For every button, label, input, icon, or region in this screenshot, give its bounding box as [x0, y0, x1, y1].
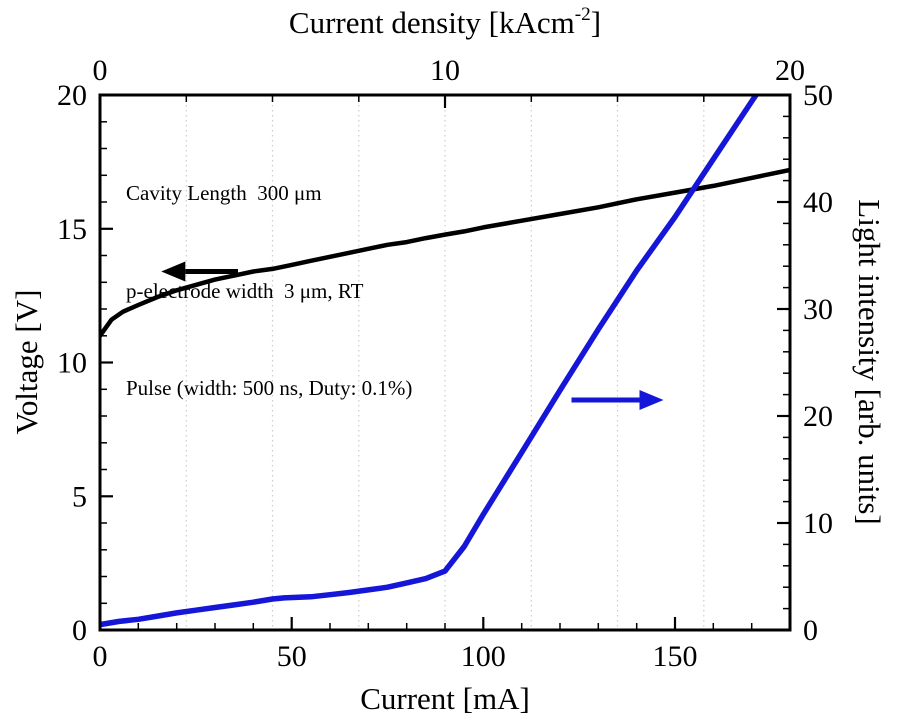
tick-label: 10: [57, 347, 87, 380]
tick-label: 50: [277, 640, 307, 673]
tick-label: 15: [57, 213, 87, 246]
light-vs-current-curve: [100, 95, 760, 628]
tick-label: 20: [803, 400, 833, 433]
annotation-line-cavity-length: Cavity Length 300 μm: [126, 181, 322, 206]
top-axis-title-text: Current density [kAcm: [288, 5, 575, 40]
left-axis-title: Voltage [V]: [9, 289, 44, 435]
tick-label: 5: [72, 480, 87, 513]
top-axis-title-bracket: ]: [590, 5, 602, 40]
tick-label: 0: [72, 614, 87, 647]
tick-label: 40: [803, 186, 833, 219]
right-axis-title: Light intensity [arb. units]: [852, 199, 887, 525]
tick-label: 10: [430, 54, 460, 87]
tick-label: 0: [93, 640, 108, 673]
tick-label: 50: [803, 79, 833, 112]
annotation-block: Cavity Length 300 μm p-electrode width 3…: [126, 112, 412, 470]
annotation-line-electrode-width: p-electrode width 3 μm, RT: [126, 278, 364, 303]
voltage-axis-arrow: [161, 261, 238, 282]
tick-label: 150: [653, 640, 698, 673]
light-axis-arrow: [571, 390, 664, 410]
bottom-axis-title: Current [mA]: [360, 681, 530, 716]
tick-label: 20: [775, 54, 805, 87]
tick-label: 0: [93, 54, 108, 87]
top-axis-title: Current density [kAcm-2]: [100, 3, 790, 41]
top-axis-title-superscript: -2: [574, 3, 591, 25]
grid-lines: [185, 95, 705, 630]
axis-ticks: [98, 93, 792, 632]
annotation-line-pulse: Pulse (width: 500 ns, Duty: 0.1%): [126, 376, 413, 401]
tick-label: 0: [803, 614, 818, 647]
tick-label: 20: [57, 79, 87, 112]
voltage-vs-current-curve: [100, 167, 790, 339]
tick-label: 30: [803, 293, 833, 326]
tick-label: 10: [803, 507, 833, 540]
tick-label: 100: [461, 640, 506, 673]
